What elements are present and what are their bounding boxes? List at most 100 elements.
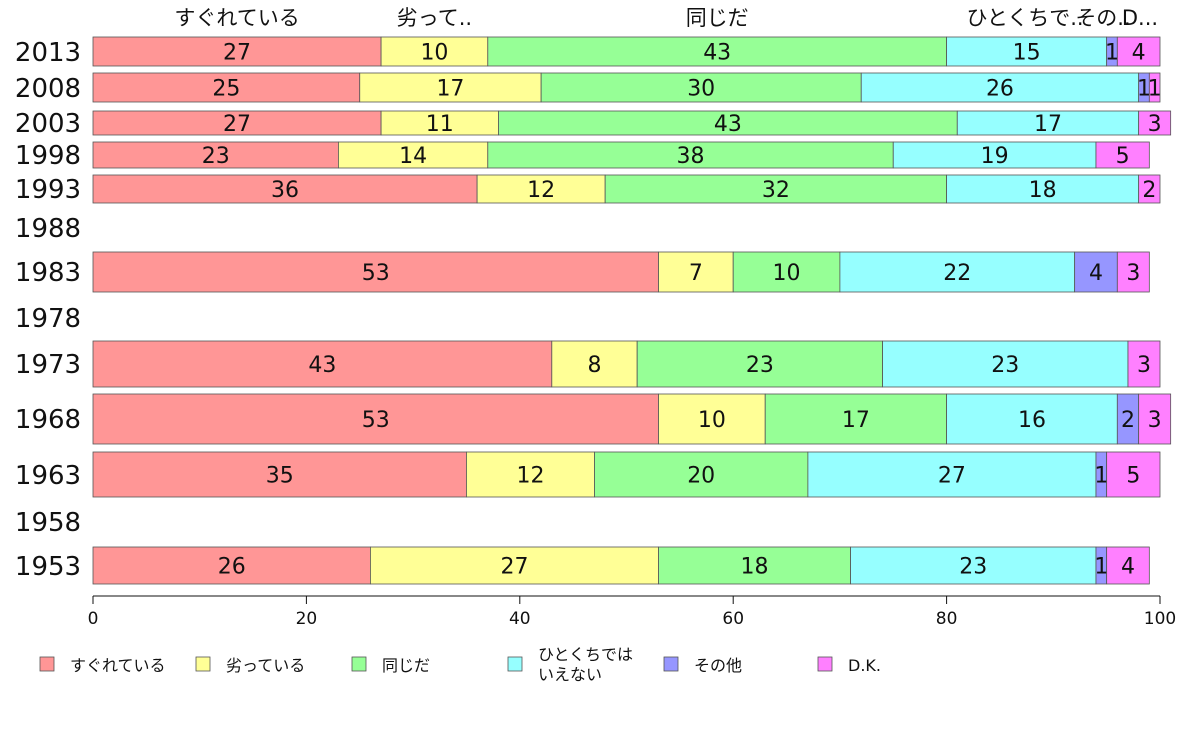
- bar-value-label-2008-5: 1: [1148, 77, 1162, 102]
- bar-value-label-1968-1: 10: [698, 408, 726, 433]
- bar-segment-2008-0: [92, 72, 361, 103]
- legend-swatch-3: [507, 656, 523, 672]
- bar-segment-2003-3: [956, 110, 1140, 136]
- legend-label-line: その他: [694, 656, 742, 675]
- bar-segment-1953-2: [658, 546, 851, 585]
- bar-value-label-1998-1: 14: [399, 144, 427, 169]
- bar-value-label-1963-5: 5: [1126, 464, 1140, 489]
- bar-segment-1993-3: [946, 174, 1140, 204]
- bar-value-label-1998-2: 38: [677, 144, 705, 169]
- bar-value-label-2013-3: 15: [1013, 41, 1041, 66]
- bar-value-label-1983-5: 3: [1126, 261, 1140, 286]
- bar-value-label-1993-0: 36: [271, 178, 299, 203]
- bar-segment-1963-0: [92, 451, 467, 498]
- bar-value-label-1968-4: 2: [1121, 408, 1135, 433]
- bar-segment-1983-3: [839, 251, 1076, 293]
- bar-segment-1973-5: [1127, 340, 1161, 388]
- bar-segment-1983-5: [1116, 251, 1150, 293]
- column-header-1: 劣って..: [397, 6, 472, 30]
- bar-segment-1953-3: [850, 546, 1097, 585]
- bar-segment-2003-2: [498, 110, 958, 136]
- year-label-1953: 1953: [15, 552, 81, 582]
- bar-value-label-1963-0: 35: [266, 464, 294, 489]
- legend-swatch-5: [817, 656, 833, 672]
- legend-label-line: いえない: [538, 665, 602, 684]
- bar-value-label-1993-1: 12: [527, 178, 555, 203]
- bar-segment-1983-0: [92, 251, 659, 293]
- bar-segment-1993-5: [1138, 174, 1161, 204]
- bar-value-label-1953-1: 27: [500, 555, 528, 580]
- legend-label-line: ひとくちでは: [538, 645, 633, 664]
- bar-value-label-1993-5: 2: [1142, 178, 1156, 203]
- bar-segment-2013-2: [487, 36, 948, 67]
- x-tick-label-0: 0: [88, 609, 99, 629]
- year-label-1988: 1988: [15, 214, 81, 244]
- bar-segment-1968-0: [92, 393, 659, 445]
- bar-value-label-1998-3: 19: [981, 144, 1009, 169]
- year-label-1968: 1968: [15, 405, 81, 435]
- bar-value-label-2003-2: 43: [714, 112, 742, 137]
- bar-value-label-1973-2: 23: [746, 353, 774, 378]
- bar-value-label-2003-5: 3: [1148, 112, 1162, 137]
- bar-value-label-2003-3: 17: [1034, 112, 1062, 137]
- bar-value-label-1973-5: 3: [1137, 353, 1151, 378]
- bar-segment-1973-1: [551, 340, 638, 388]
- legend-swatch-0: [39, 656, 55, 672]
- bar-segment-1963-5: [1106, 451, 1161, 498]
- legend-swatch-4: [663, 656, 679, 672]
- bar-value-label-1998-5: 5: [1116, 144, 1130, 169]
- legend-label-2: 同じだ: [382, 656, 430, 675]
- bar-value-label-1963-4: 1: [1094, 464, 1108, 489]
- legend-swatch-2: [351, 656, 367, 672]
- x-tick-label-5: 100: [1144, 609, 1176, 629]
- bar-value-label-1963-3: 27: [938, 464, 966, 489]
- bar-value-label-1953-4: 1: [1094, 555, 1108, 580]
- year-label-1978: 1978: [15, 304, 81, 334]
- bar-segment-1968-5: [1138, 393, 1172, 445]
- bar-value-label-2013-2: 43: [703, 41, 731, 66]
- year-label-2013: 2013: [15, 38, 81, 68]
- bar-value-label-1968-3: 16: [1018, 408, 1046, 433]
- column-header-0: すぐれている: [174, 6, 299, 30]
- column-header-5: D...: [1122, 6, 1158, 30]
- bar-value-label-2008-3: 26: [986, 77, 1014, 102]
- bar-value-label-1968-2: 17: [842, 408, 870, 433]
- bar-segment-1983-4: [1074, 251, 1118, 293]
- bar-value-label-1953-3: 23: [959, 555, 987, 580]
- bar-segment-1953-0: [92, 546, 371, 585]
- legend-label-1: 劣っている: [226, 656, 305, 675]
- bar-value-label-2008-0: 25: [212, 77, 240, 102]
- bar-value-label-1968-0: 53: [362, 408, 390, 433]
- bar-segment-1963-1: [466, 451, 595, 498]
- legend-label-line: 同じだ: [382, 656, 430, 675]
- bar-segment-1998-0: [92, 141, 339, 169]
- bar-segment-1998-2: [487, 141, 894, 169]
- legend-label-5: D.K.: [848, 656, 881, 675]
- legend-label-3: ひとくちではいえない: [538, 645, 633, 684]
- bar-segment-1953-5: [1106, 546, 1150, 585]
- bar-value-label-2008-4: 1: [1137, 77, 1151, 102]
- legend-label-0: すぐれている: [70, 656, 166, 675]
- year-label-1993: 1993: [15, 175, 81, 205]
- bar-segment-1968-3: [946, 393, 1118, 445]
- bar-value-label-1983-1: 7: [689, 261, 703, 286]
- bar-segment-2013-5: [1116, 36, 1161, 67]
- bar-segment-2003-1: [380, 110, 499, 136]
- bar-segment-2013-0: [92, 36, 382, 67]
- bar-value-label-2003-0: 27: [223, 112, 251, 137]
- legend-label-line: すぐれている: [70, 656, 166, 675]
- bar-value-label-2013-1: 10: [420, 41, 448, 66]
- bar-segment-1953-1: [370, 546, 659, 585]
- bar-segment-2013-1: [380, 36, 489, 67]
- bar-value-label-1953-0: 26: [218, 555, 246, 580]
- bar-segment-1983-2: [732, 251, 841, 293]
- bar-segment-1973-0: [92, 340, 553, 388]
- bar-segment-1993-0: [92, 174, 478, 204]
- bar-value-label-1963-2: 20: [687, 464, 715, 489]
- bar-value-label-1983-3: 22: [943, 261, 971, 286]
- legend-label-line: 劣っている: [226, 656, 305, 675]
- bar-segment-2008-5: [1148, 72, 1161, 103]
- legend-label-4: その他: [694, 656, 742, 675]
- bar-value-label-1963-1: 12: [516, 464, 544, 489]
- bar-segment-1998-1: [338, 141, 489, 169]
